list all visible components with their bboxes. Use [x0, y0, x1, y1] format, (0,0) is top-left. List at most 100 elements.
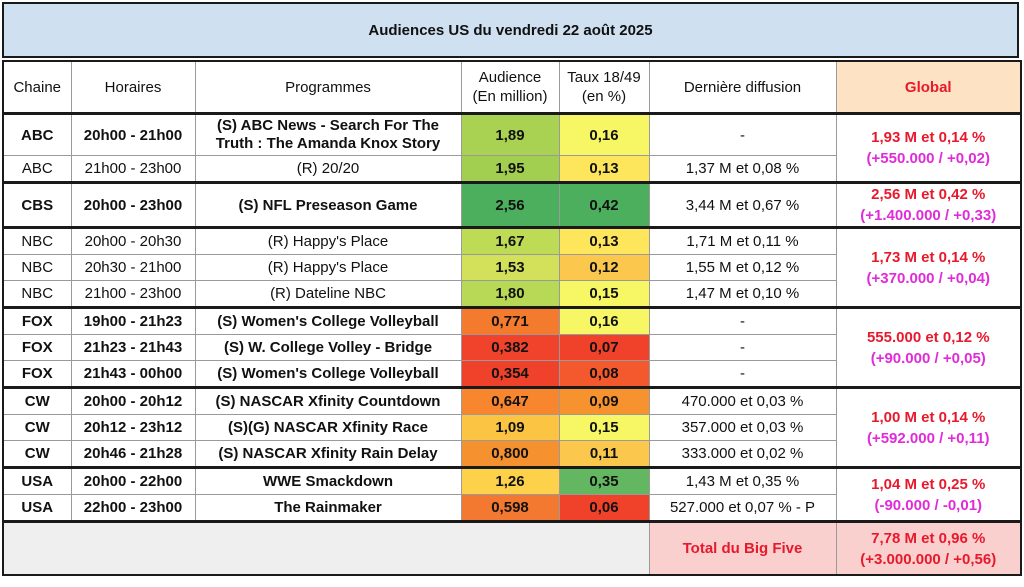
hours-cell: 21h43 - 00h00 [70, 360, 196, 388]
audience-cell: 1,95 [460, 155, 560, 183]
channel-cell: NBC [2, 280, 72, 308]
program-cell: (S)(G) NASCAR Xfinity Race [194, 414, 462, 441]
last-broadcast-cell: - [648, 360, 837, 388]
rate-cell: 0,09 [558, 386, 650, 415]
program-cell: (R) Dateline NBC [194, 280, 462, 308]
channel-cell: CW [2, 440, 72, 468]
program-cell: (S) NFL Preseason Game [194, 181, 462, 228]
program-cell: (S) Women's College Volleyball [194, 306, 462, 335]
last-broadcast-cell: 357.000 et 0,03 % [648, 414, 837, 441]
table-row: CBS 20h00 - 23h00 (S) NFL Preseason Game… [2, 181, 1022, 228]
hours-cell: 21h23 - 21h43 [70, 334, 196, 361]
hours-cell: 20h00 - 21h00 [70, 112, 196, 156]
global-main: 2,56 M et 0,42 % [871, 186, 986, 203]
audience-cell: 1,09 [460, 414, 560, 441]
program-cell: (S) Women's College Volleyball [194, 360, 462, 388]
header-audience-line1: Audience [478, 69, 542, 86]
program-cell: (S) W. College Volley - Bridge [194, 334, 462, 361]
header-row: Chaine Horaires Programmes Audience (En m… [2, 60, 1022, 114]
last-broadcast-cell: 333.000 et 0,02 % [648, 440, 837, 468]
channel-cell: FOX [2, 360, 72, 388]
audience-cell: 1,67 [460, 226, 560, 255]
program-cell: (R) Happy's Place [194, 226, 462, 255]
last-broadcast-cell: - [648, 334, 837, 361]
table-row: ABC 21h00 - 23h00 (R) 20/20 1,95 0,13 1,… [2, 155, 1021, 183]
last-broadcast-cell: 470.000 et 0,03 % [648, 386, 837, 415]
rate-cell: 0,07 [558, 334, 650, 361]
last-broadcast-cell: 1,43 M et 0,35 % [648, 466, 837, 495]
audience-cell: 0,598 [460, 494, 560, 522]
rate-cell: 0,06 [558, 494, 650, 522]
total-sub: (+3.000.000 / +0,56) [860, 550, 997, 568]
audience-cell: 1,26 [460, 466, 560, 495]
hours-cell: 20h30 - 21h00 [70, 254, 196, 281]
header-rate-line1: Taux 18/49 [567, 69, 641, 86]
channel-cell: USA [2, 494, 72, 522]
table-row: CW 20h12 - 23h12 (S)(G) NASCAR Xfinity R… [2, 414, 1021, 441]
global-sub: (+370.000 / +0,04) [866, 269, 990, 287]
global-main: 1,93 M et 0,14 % [871, 129, 986, 146]
last-broadcast-cell: 1,55 M et 0,12 % [648, 254, 837, 281]
global-main: 1,73 M et 0,14 % [871, 248, 986, 266]
channel-cell: FOX [2, 334, 72, 361]
global-main: 555.000 et 0,12 % [866, 328, 990, 346]
last-broadcast-cell: 3,44 M et 0,67 % [648, 181, 837, 228]
table-row: NBC 20h00 - 20h30 (R) Happy's Place 1,67… [2, 226, 1022, 308]
audience-cell: 1,53 [460, 254, 560, 281]
table-row: ABC 20h00 - 21h00 (S) ABC News - Search … [2, 112, 1022, 183]
global-sub: (-90.000 / -0,01) [874, 496, 983, 514]
empty-area [2, 520, 650, 576]
channel-cell: CW [2, 386, 72, 415]
audience-cell: 0,382 [460, 334, 560, 361]
header-audience: Audience (En million) [460, 60, 560, 114]
channel-cell: NBC [2, 254, 72, 281]
hours-cell: 20h00 - 20h30 [70, 226, 196, 255]
report-title: Audiences US du vendredi 22 août 2025 [2, 2, 1019, 58]
rate-cell: 0,08 [558, 360, 650, 388]
channel-cell: ABC [2, 112, 72, 156]
table-row: FOX 19h00 - 21h23 (S) Women's College Vo… [2, 306, 1022, 388]
audience-cell: 1,89 [460, 112, 560, 156]
hours-cell: 20h12 - 23h12 [70, 414, 196, 441]
table-row: CW 20h00 - 20h12 (S) NASCAR Xfinity Coun… [2, 386, 1022, 468]
global-main: 1,04 M et 0,25 % [871, 475, 986, 493]
program-cell: (S) NASCAR Xfinity Countdown [194, 386, 462, 415]
header-rate: Taux 18/49 (en %) [558, 60, 650, 114]
header-rate-line2: (en %) [581, 88, 627, 105]
global-sub: (+90.000 / +0,05) [870, 349, 986, 367]
audience-cell: 1,80 [460, 280, 560, 308]
program-cell: WWE Smackdown [194, 466, 462, 495]
rate-cell: 0,13 [558, 155, 650, 183]
hours-cell: 19h00 - 21h23 [70, 306, 196, 335]
channel-cell: CBS [2, 181, 72, 228]
audience-cell: 2,56 [460, 181, 560, 228]
audience-cell: 0,800 [460, 440, 560, 468]
rate-cell: 0,35 [558, 466, 650, 495]
global-cell-cbs: 2,56 M et 0,42 % (+1.400.000 / +0,33) [835, 181, 1022, 228]
last-broadcast-cell: 1,37 M et 0,08 % [648, 155, 837, 183]
total-row: Total du Big Five 7,78 M et 0,96 % (+3.00… [2, 520, 1022, 576]
rate-cell: 0,12 [558, 254, 650, 281]
total-label: Total du Big Five [648, 520, 837, 576]
header-audience-line2: (En million) [472, 88, 548, 105]
global-cell-abc: 1,93 M et 0,14 % (+550.000 / +0,02) [835, 112, 1022, 183]
rate-cell: 0,16 [558, 306, 650, 335]
table-row: CW 20h46 - 21h28 (S) NASCAR Xfinity Rain… [2, 440, 1021, 468]
last-broadcast-cell: - [648, 112, 837, 156]
hours-cell: 22h00 - 23h00 [70, 494, 196, 522]
hours-cell: 20h00 - 22h00 [70, 466, 196, 495]
table-row: USA 20h00 - 22h00 WWE Smackdown 1,26 0,3… [2, 466, 1022, 522]
program-cell: (S) ABC News - Search For The Truth : Th… [194, 112, 462, 156]
global-sub: (+1.400.000 / +0,33) [860, 207, 997, 224]
global-cell-nbc: 1,73 M et 0,14 % (+370.000 / +0,04) [835, 226, 1022, 308]
channel-cell: USA [2, 466, 72, 495]
header-programs: Programmes [194, 60, 462, 114]
global-sub: (+550.000 / +0,02) [866, 150, 990, 167]
header-channel: Chaine [2, 60, 72, 114]
table-row: NBC 21h00 - 23h00 (R) Dateline NBC 1,80 … [2, 280, 1021, 308]
global-cell-fox: 555.000 et 0,12 % (+90.000 / +0,05) [835, 306, 1022, 388]
channel-cell: NBC [2, 226, 72, 255]
global-main: 1,00 M et 0,14 % [871, 408, 986, 426]
audience-cell: 0,647 [460, 386, 560, 415]
